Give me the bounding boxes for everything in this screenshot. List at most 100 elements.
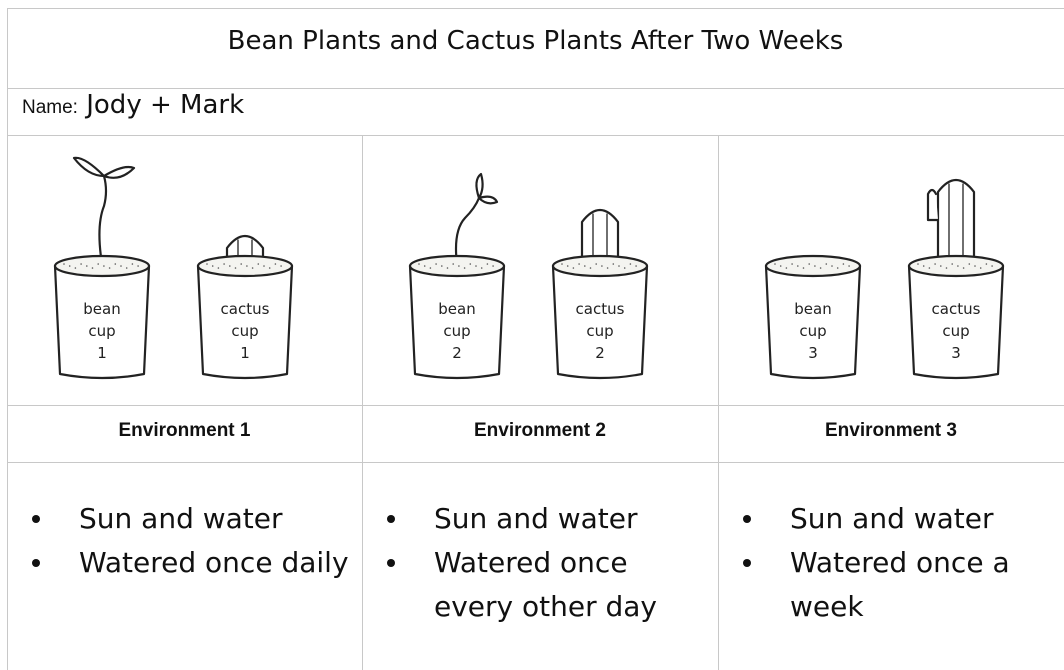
soil-dot <box>974 265 976 267</box>
cactus-arm <box>928 190 938 220</box>
cup-label: 1 <box>97 344 107 362</box>
soil-dot <box>470 263 472 265</box>
name-row: Name: Jody + Mark <box>22 90 244 120</box>
soil-dot <box>951 263 953 265</box>
soil-dot <box>430 267 432 269</box>
soil-dot <box>75 267 77 269</box>
note: Sun and water <box>790 497 1056 541</box>
soil-dot <box>613 263 615 265</box>
soil-dot <box>584 265 586 267</box>
cup-label: cactus <box>576 300 625 318</box>
soil-dot <box>447 267 449 269</box>
notes: Sun and waterWatered once every other da… <box>362 497 710 629</box>
soil-dot <box>573 267 575 269</box>
soil-dot <box>109 267 111 269</box>
soil-dot <box>578 263 580 265</box>
soil-dot <box>917 263 919 265</box>
divider <box>7 88 1064 89</box>
soil-dot <box>235 267 237 269</box>
soil-dot <box>218 267 220 269</box>
soil-dot <box>814 265 816 267</box>
divider <box>7 462 1064 463</box>
divider <box>7 405 1064 406</box>
soil-dot <box>246 265 248 267</box>
note: Sun and water <box>79 497 354 541</box>
soil-dot <box>69 265 71 267</box>
title: Bean Plants and Cactus Plants After Two … <box>7 26 1064 56</box>
soil-dot <box>991 265 993 267</box>
soil-dot <box>103 265 105 267</box>
soil-dot <box>607 267 609 269</box>
soil-dot <box>826 263 828 265</box>
cup-label: cactus <box>221 300 270 318</box>
soil-dot <box>786 267 788 269</box>
soil-dot <box>808 263 810 265</box>
soil-dot <box>86 265 88 267</box>
soil-dot <box>97 263 99 265</box>
name-label: Name: <box>22 97 78 118</box>
soil-dot <box>464 267 466 269</box>
soil-dot <box>601 265 603 267</box>
soil-dot <box>624 267 626 269</box>
soil-dot <box>452 263 454 265</box>
soil-dot <box>212 265 214 267</box>
soil-dot <box>837 267 839 269</box>
cup-label: cup <box>942 322 969 340</box>
soil-dot <box>120 265 122 267</box>
soil-dot <box>630 263 632 265</box>
soil-dot <box>803 267 805 269</box>
soil-dot <box>206 263 208 265</box>
environment-label: Environment 2 <box>362 420 718 442</box>
soil-dot <box>791 263 793 265</box>
environment-label: Environment 3 <box>718 420 1064 442</box>
soil-dot <box>240 263 242 265</box>
note: Watered once every other day <box>434 541 710 629</box>
soil-dot <box>774 263 776 265</box>
environment-label: Environment 1 <box>7 420 362 442</box>
soil-dot <box>848 265 850 267</box>
soil-dot <box>132 263 134 265</box>
cup-label: cup <box>443 322 470 340</box>
cup-label: 3 <box>951 344 961 362</box>
picture: bean cup 1 cactus cup 1 <box>7 136 362 404</box>
soil-dot <box>258 263 260 265</box>
worksheet: Bean Plants and Cactus Plants After Two … <box>0 0 1064 670</box>
soil-dot <box>126 267 128 269</box>
cup-label: cup <box>88 322 115 340</box>
cup-label: bean <box>83 300 120 318</box>
cup-label: 2 <box>452 344 462 362</box>
soil-dot <box>567 265 569 267</box>
soil-dot <box>963 267 965 269</box>
cup-label: cup <box>231 322 258 340</box>
soil-dot <box>986 263 988 265</box>
soil-dot <box>418 263 420 265</box>
soil-dot <box>934 263 936 265</box>
soil-dot <box>252 267 254 269</box>
soil-dot <box>797 265 799 267</box>
soil-dot <box>590 267 592 269</box>
cup-label: bean <box>794 300 831 318</box>
soil-dot <box>80 263 82 265</box>
cup-label: 1 <box>240 344 250 362</box>
soil-dot <box>223 263 225 265</box>
soil-dot <box>487 263 489 265</box>
soil-dot <box>92 267 94 269</box>
soil-dot <box>820 267 822 269</box>
soil-dot <box>263 265 265 267</box>
soil-dot <box>481 267 483 269</box>
name-value: Jody + Mark <box>86 90 244 120</box>
note: Watered once daily <box>79 541 354 585</box>
soil-dot <box>980 267 982 269</box>
soil-dot <box>137 265 139 267</box>
soil-dot <box>275 263 277 265</box>
soil-dot <box>435 263 437 265</box>
bean-stem <box>99 176 106 264</box>
cactus <box>938 180 974 264</box>
soil-dot <box>115 263 117 265</box>
soil-dot <box>475 265 477 267</box>
soil-dot <box>458 265 460 267</box>
